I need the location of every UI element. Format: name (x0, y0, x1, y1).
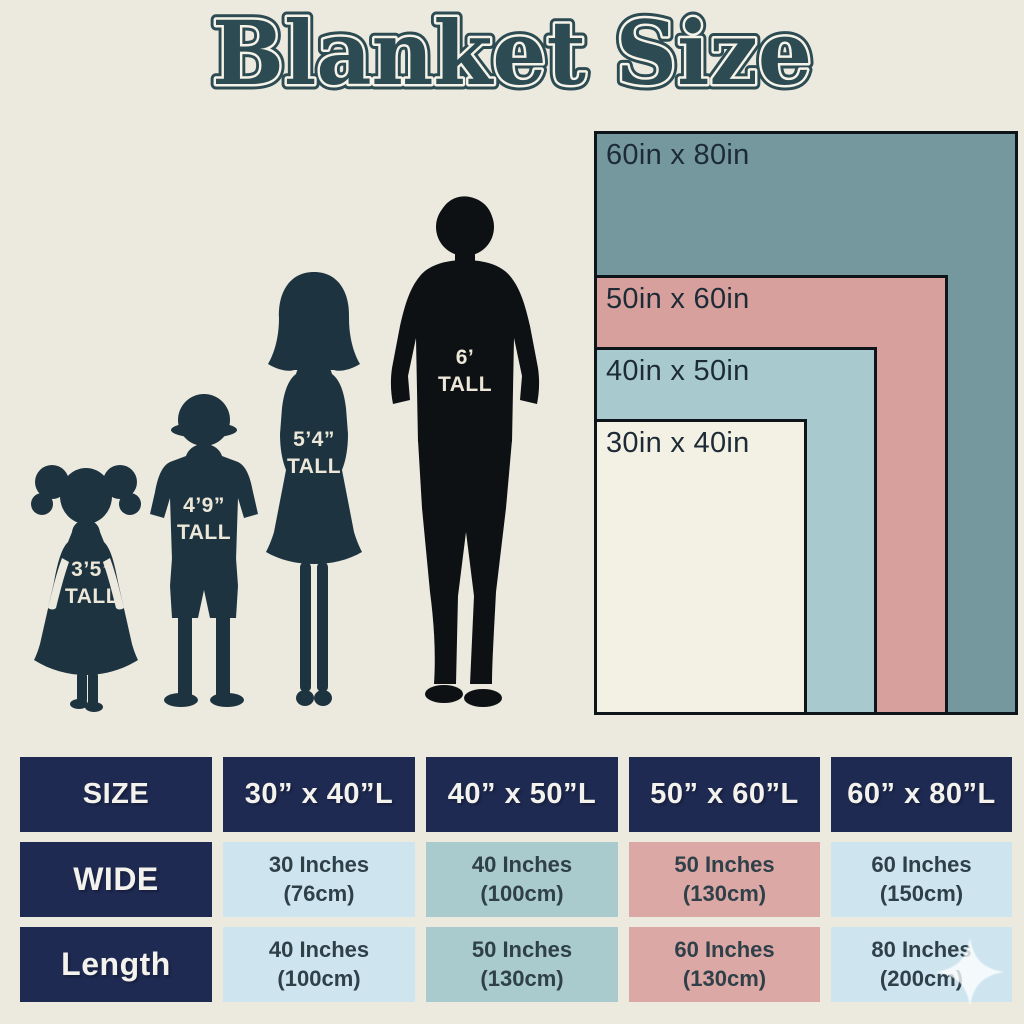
sparkle-icon (936, 938, 1004, 1006)
table-header-30x40: 30” x 40”L (223, 757, 415, 832)
title-text-svg: Blanket Size Blanket Size Blanket Size (207, 0, 818, 111)
man-shape (390, 196, 540, 707)
blanket-rect-label: 30in x 40in (606, 427, 750, 459)
cell-wide-50x60: 50 Inches (130cm) (629, 842, 820, 917)
woman-shape (266, 272, 362, 706)
cell-length-50x60: 60 Inches (130cm) (629, 927, 820, 1002)
cell-line: (130cm) (682, 880, 767, 906)
cell-line: 80 Inches (871, 936, 972, 962)
height-value: 5’4” (293, 428, 335, 451)
cell-line: 30 Inches (268, 851, 370, 877)
cell-line: (130cm) (480, 965, 564, 991)
woman-height-label: 5’4” TALL (258, 426, 370, 481)
cell-line: (100cm) (480, 880, 564, 906)
height-tall: TALL (437, 373, 493, 397)
height-value: 6’ (455, 346, 475, 369)
girl-arm-gaps (48, 558, 124, 610)
girl-shape (31, 465, 141, 712)
boy-silhouette (150, 394, 258, 707)
cell-line: 50 Inches (674, 851, 775, 877)
cell-line: (150cm) (879, 880, 964, 906)
table-header-60x80: 60” x 80”L (831, 757, 1012, 832)
boy-height-label: 4’9” TALL (148, 492, 260, 547)
row-label-length: Length (20, 927, 212, 1002)
title-fill: Blanket Size (212, 1, 812, 105)
table-header-50x60: 50” x 60”L (629, 757, 820, 832)
height-tall: TALL (286, 455, 342, 479)
cell-length-40x50: 50 Inches (130cm) (426, 927, 618, 1002)
cell-wide-30x40: 30 Inches (76cm) (223, 842, 415, 917)
blanket-rect-30x40: 30in x 40in (594, 419, 807, 715)
height-value: 3’5” (71, 558, 113, 581)
height-tall: TALL (64, 585, 120, 609)
cell-line: 50 Inches (471, 936, 573, 962)
cell-line: (100cm) (277, 965, 361, 991)
cell-wide-40x50: 40 Inches (100cm) (426, 842, 618, 917)
cell-line: 40 Inches (471, 851, 573, 877)
blanket-rect-label: 40in x 50in (606, 355, 750, 387)
height-tall: TALL (176, 521, 232, 545)
title-inner-stroke: Blanket Size (212, 1, 812, 105)
woman-silhouette (266, 272, 362, 706)
boy-shape (150, 394, 258, 707)
girl-silhouette (31, 465, 141, 712)
size-table: SIZE 30” x 40”L 40” x 50”L 50” x 60”L 60… (20, 757, 1012, 1002)
man-silhouette (390, 196, 540, 707)
man-height-label: 6’ TALL (410, 344, 520, 399)
cell-wide-60x80: 60 Inches (150cm) (831, 842, 1012, 917)
height-value: 4’9” (183, 494, 225, 517)
cell-line: 40 Inches (268, 936, 370, 962)
cell-line: 60 Inches (674, 936, 775, 962)
cell-line: (76cm) (283, 880, 355, 906)
cell-line: (130cm) (682, 965, 767, 991)
table-header-size: SIZE (20, 757, 212, 832)
girl-height-label: 3’5” TALL (32, 556, 152, 611)
page-title: Blanket Size Blanket Size Blanket Size (0, 0, 1024, 112)
cell-line: 60 Inches (871, 851, 972, 877)
row-label-wide: WIDE (20, 842, 212, 917)
title-outer-stroke: Blanket Size (212, 1, 812, 105)
cell-length-30x40: 40 Inches (100cm) (223, 927, 415, 1002)
blanket-rect-label: 50in x 60in (606, 283, 750, 315)
table-header-40x50: 40” x 50”L (426, 757, 618, 832)
blanket-rect-label: 60in x 80in (606, 139, 750, 171)
